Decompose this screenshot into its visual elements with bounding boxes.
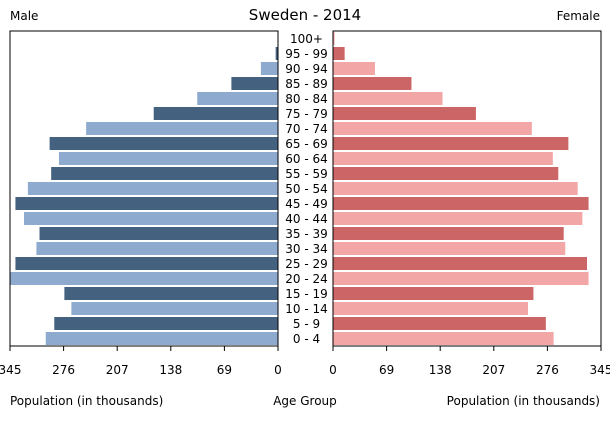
male-tick-label: 138 bbox=[159, 363, 182, 377]
age-group-label: 75 - 79 bbox=[285, 107, 328, 121]
male-bar bbox=[39, 227, 278, 240]
male-bar bbox=[86, 122, 278, 135]
female-tick-label: 0 bbox=[329, 363, 337, 377]
male-bar bbox=[45, 332, 278, 345]
age-group-label: 30 - 34 bbox=[285, 242, 328, 256]
female-bar bbox=[333, 317, 546, 330]
male-bar bbox=[153, 107, 278, 120]
female-bar bbox=[333, 242, 566, 255]
male-bar bbox=[58, 152, 278, 165]
age-group-label: 70 - 74 bbox=[285, 122, 328, 136]
male-bar bbox=[15, 197, 278, 210]
male-bar bbox=[23, 212, 279, 225]
age-group-label: 100+ bbox=[290, 32, 323, 46]
female-bar bbox=[333, 227, 564, 240]
male-plot-frame bbox=[9, 30, 279, 347]
x-axis-label-left: Population (in thousands) bbox=[10, 394, 163, 408]
female-bar bbox=[333, 32, 335, 45]
female-tick-label: 138 bbox=[429, 363, 452, 377]
female-bar bbox=[333, 47, 345, 60]
female-bar bbox=[333, 257, 588, 270]
female-bar bbox=[333, 62, 375, 75]
female-bar bbox=[333, 167, 559, 180]
male-bar bbox=[71, 302, 278, 315]
age-group-label: 60 - 64 bbox=[285, 152, 328, 166]
male-bar bbox=[197, 92, 278, 105]
male-bar bbox=[10, 272, 278, 285]
female-plot-frame bbox=[332, 30, 602, 347]
male-bar bbox=[36, 242, 279, 255]
female-bar bbox=[333, 122, 532, 135]
age-group-label: 40 - 44 bbox=[285, 212, 328, 226]
male-bar bbox=[54, 317, 278, 330]
male-bar bbox=[49, 137, 279, 150]
male-bar bbox=[231, 77, 278, 90]
age-group-label: 90 - 94 bbox=[285, 62, 328, 76]
female-label: Female bbox=[557, 9, 600, 23]
age-group-label: 50 - 54 bbox=[285, 182, 328, 196]
female-tick-label: 69 bbox=[379, 363, 394, 377]
female-bar bbox=[333, 287, 534, 300]
age-group-label: 95 - 99 bbox=[285, 47, 328, 61]
age-group-label: 65 - 69 bbox=[285, 137, 328, 151]
age-group-label: 80 - 84 bbox=[285, 92, 328, 106]
female-bar bbox=[333, 272, 589, 285]
male-axis-ticks: 345 276 207 138 69 0 bbox=[0, 346, 282, 377]
male-tick-label: 69 bbox=[217, 363, 232, 377]
female-bar bbox=[333, 212, 583, 225]
male-tick-label: 276 bbox=[52, 363, 75, 377]
age-group-label: 45 - 49 bbox=[285, 197, 328, 211]
female-bar bbox=[333, 332, 554, 345]
male-bar bbox=[275, 47, 278, 60]
male-bars bbox=[10, 32, 279, 345]
x-axis-label-center: Age Group bbox=[273, 394, 337, 408]
female-tick-label: 207 bbox=[482, 363, 505, 377]
age-group-label: 85 - 89 bbox=[285, 77, 328, 91]
female-bar bbox=[333, 302, 528, 315]
male-bar bbox=[15, 257, 278, 270]
age-group-label: 10 - 14 bbox=[285, 302, 328, 316]
age-group-label: 15 - 19 bbox=[285, 287, 328, 301]
age-group-label: 25 - 29 bbox=[285, 257, 328, 271]
male-tick-label: 0 bbox=[274, 363, 282, 377]
female-bars bbox=[333, 32, 589, 345]
female-axis-ticks: 345 276 207 138 69 0 bbox=[329, 346, 610, 377]
female-bar bbox=[333, 137, 569, 150]
female-bar bbox=[333, 107, 476, 120]
x-axis-label-right: Population (in thousands) bbox=[447, 394, 600, 408]
age-group-label: 35 - 39 bbox=[285, 227, 328, 241]
male-tick-label: 207 bbox=[106, 363, 129, 377]
male-tick-label: 345 bbox=[0, 363, 21, 377]
age-group-label: 0 - 4 bbox=[293, 332, 320, 346]
male-bar bbox=[27, 182, 278, 195]
female-bar bbox=[333, 152, 553, 165]
female-bar bbox=[333, 92, 443, 105]
male-bar bbox=[260, 62, 278, 75]
age-group-label: 55 - 59 bbox=[285, 167, 328, 181]
female-tick-label: 276 bbox=[536, 363, 559, 377]
male-bar bbox=[51, 167, 278, 180]
male-label: Male bbox=[10, 9, 38, 23]
age-group-label: 5 - 9 bbox=[293, 317, 320, 331]
female-tick-label: 345 bbox=[590, 363, 610, 377]
female-bar bbox=[333, 77, 412, 90]
male-bar bbox=[64, 287, 279, 300]
age-group-label: 20 - 24 bbox=[285, 272, 328, 286]
female-bar bbox=[333, 197, 589, 210]
chart-title: Sweden - 2014 bbox=[249, 6, 361, 24]
female-bar bbox=[333, 182, 578, 195]
